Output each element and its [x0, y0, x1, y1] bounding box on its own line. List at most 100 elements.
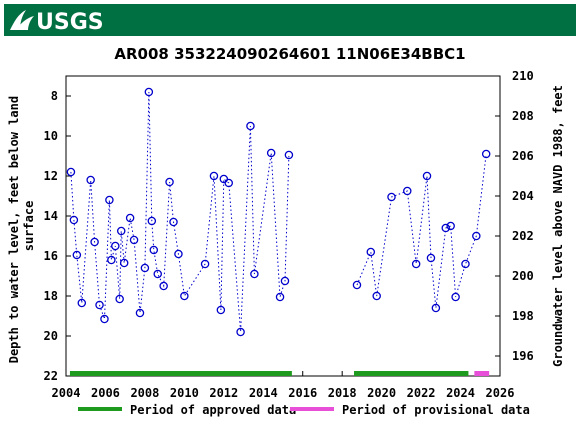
data-point: [352, 280, 362, 290]
x-tick-label: 2012: [209, 386, 238, 400]
data-point: [280, 276, 290, 286]
data-point: [115, 294, 124, 304]
data-point: [481, 149, 491, 159]
x-tick-label: 2018: [328, 386, 357, 400]
data-point: [69, 215, 79, 225]
data-point: [105, 195, 114, 205]
y-axis-right-label: Groundwater level above NAVD 1988, feet: [551, 85, 565, 367]
x-tick-label: 2016: [288, 386, 317, 400]
data-point: [366, 247, 376, 257]
y-axis-left-label-line1: Depth to water level, feet below land: [7, 96, 21, 363]
y-left-tick-label: 8: [51, 89, 58, 103]
usgs-logo-text: USGS: [36, 10, 104, 35]
data-point: [149, 245, 159, 255]
y-left-tick-label: 12: [44, 169, 58, 183]
data-point: [153, 269, 162, 279]
data-point: [116, 226, 126, 236]
data-point: [426, 253, 436, 263]
data-point: [461, 259, 470, 269]
data-point: [216, 305, 226, 315]
y-right-tick-label: 208: [512, 109, 534, 123]
x-tick-label: 2022: [407, 386, 436, 400]
data-point: [169, 217, 178, 227]
data-point: [403, 186, 412, 196]
data-point: [86, 175, 95, 185]
chart-title: AR008 353224090264601 11N06E34BBC1: [114, 45, 465, 63]
data-point: [95, 300, 104, 310]
data-point: [66, 167, 76, 177]
data-point: [119, 258, 129, 268]
series-line: [356, 153, 487, 309]
data-point: [90, 237, 99, 247]
y-left-tick-label: 10: [44, 129, 58, 143]
data-point: [209, 171, 219, 181]
data-point: [275, 292, 285, 302]
series-line: [70, 91, 290, 333]
data-point: [387, 192, 396, 202]
data-point: [165, 177, 174, 187]
y-right-tick-label: 210: [512, 69, 534, 83]
data-point: [159, 281, 168, 291]
usgs-banner: [4, 4, 576, 36]
y-left-tick-label: 16: [44, 249, 58, 263]
y-right-tick-label: 206: [512, 149, 534, 163]
y-left-tick-label: 14: [44, 209, 58, 223]
y-left-tick-label: 22: [44, 369, 58, 383]
data-point: [140, 263, 150, 273]
x-tick-label: 2008: [130, 386, 159, 400]
x-tick-label: 2026: [486, 386, 515, 400]
data-point: [107, 255, 116, 265]
data-point: [135, 308, 145, 318]
data-point: [372, 291, 381, 301]
x-axis: 2004 2006 2008 2010 2012 2014 2016 2018 2020 2022…: [52, 371, 515, 400]
data-point: [72, 250, 82, 260]
usgs-wave-icon: [10, 10, 34, 30]
data-point: [180, 291, 189, 301]
legend-provisional-label: Period of provisional data: [342, 403, 530, 417]
y-axis-left-label-line2: surface: [22, 201, 36, 252]
data-point: [200, 259, 210, 269]
data-point: [147, 216, 157, 226]
y-left-tick-label: 18: [44, 289, 58, 303]
x-tick-label: 2020: [367, 386, 396, 400]
y-left-tick-label: 20: [44, 329, 58, 343]
y-axis-left-label: Depth to water level, feet below land su…: [7, 89, 36, 364]
data-point: [472, 231, 481, 241]
data-point: [236, 327, 245, 337]
data-point: [77, 298, 87, 308]
data-point: [125, 213, 135, 223]
data-point: [431, 303, 441, 313]
data-point: [250, 269, 259, 279]
data-series-lines: [70, 91, 487, 333]
data-point: [129, 235, 139, 245]
y-axis-right: 196 198 200 202 204 206 208 210: [495, 69, 534, 363]
data-point: [451, 292, 460, 302]
legend: Period of approved data Period of provis…: [78, 403, 530, 417]
x-tick-label: 2010: [170, 386, 199, 400]
y-axis-left: 8 10 12 14 16 18 20 22: [44, 89, 71, 383]
data-point: [441, 223, 450, 233]
data-point: [411, 259, 421, 269]
data-point: [224, 178, 233, 188]
x-tick-label: 2006: [91, 386, 120, 400]
plot-area: [65, 75, 501, 377]
usgs-logo: USGS: [10, 10, 104, 35]
data-point: [266, 148, 276, 158]
y-right-tick-label: 198: [512, 309, 534, 323]
data-point: [174, 249, 183, 259]
y-right-tick-label: 204: [512, 189, 534, 203]
data-point: [100, 314, 109, 324]
data-series-points: [66, 87, 491, 337]
x-tick-label: 2024: [446, 386, 475, 400]
data-point: [422, 171, 432, 181]
y-right-tick-label: 196: [512, 349, 534, 363]
y-right-tick-label: 202: [512, 229, 534, 243]
data-point: [144, 87, 154, 97]
data-point: [446, 221, 455, 231]
x-tick-label: 2004: [52, 386, 81, 400]
data-point: [246, 121, 255, 131]
data-point: [111, 241, 120, 251]
data-point: [284, 150, 294, 160]
y-right-tick-label: 200: [512, 269, 534, 283]
x-tick-label: 2014: [249, 386, 278, 400]
